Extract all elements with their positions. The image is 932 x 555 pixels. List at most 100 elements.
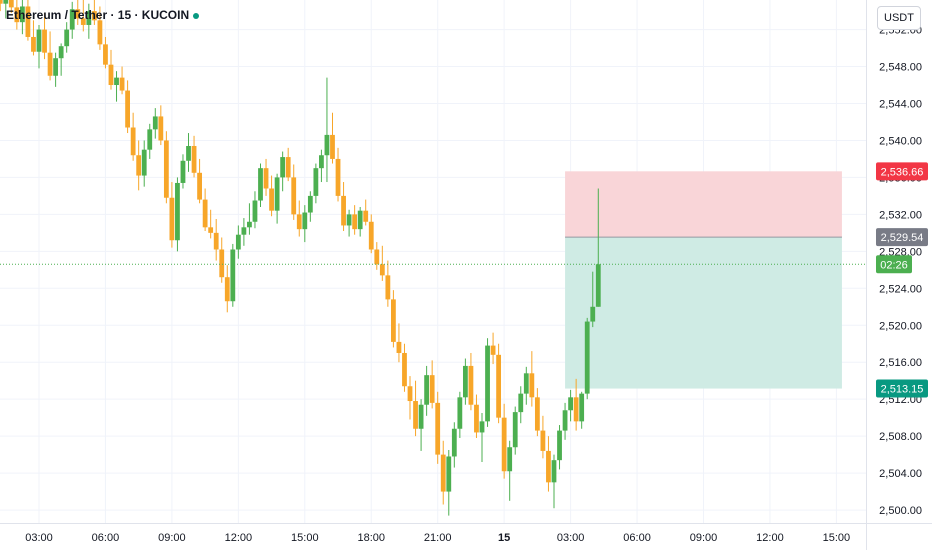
time-tick-label: 06:00 — [92, 532, 120, 544]
candle-body — [219, 249, 225, 278]
candle-body — [462, 365, 468, 398]
time-tick-label: 18:00 — [357, 532, 385, 544]
candle-body — [3, 0, 9, 4]
candle-body — [551, 460, 557, 483]
time-tick-label: 15:00 — [823, 532, 851, 544]
countdown-label-bg — [876, 255, 912, 274]
candle-body — [319, 155, 324, 169]
candle-body — [125, 90, 130, 128]
candle-body — [263, 168, 269, 189]
countdown-label-text: 02:26 — [880, 259, 908, 271]
candle-body — [379, 264, 385, 276]
candle-body — [296, 214, 302, 230]
candle-body — [474, 404, 479, 433]
candle-body — [119, 77, 125, 91]
candles — [0, 0, 601, 516]
price-tick-label: 2,508.00 — [879, 431, 922, 443]
candle-body — [36, 29, 42, 52]
candle-body — [213, 232, 219, 250]
candle-body — [291, 177, 297, 215]
candle-body — [80, 18, 86, 25]
candle-body — [518, 393, 524, 413]
candle-body — [69, 9, 75, 30]
candle-body — [169, 197, 175, 241]
target-price-label-bg — [876, 379, 928, 398]
currency-button[interactable]: USDT — [877, 6, 921, 30]
candle-body — [31, 36, 36, 52]
candle-body — [496, 354, 502, 418]
candle-body — [163, 140, 169, 198]
candle-body — [258, 168, 263, 201]
time-tick-label: 12:00 — [756, 532, 784, 544]
candle-body — [468, 365, 474, 405]
candle-body — [451, 428, 457, 457]
candle-body — [368, 221, 374, 250]
candle-body — [230, 249, 236, 302]
candle-body — [396, 341, 402, 353]
candle-body — [191, 145, 197, 173]
candle-body — [224, 277, 230, 302]
symbol-title[interactable]: Ethereum / Tether · 15 · KUCOIN — [6, 8, 200, 22]
candle-body — [19, 6, 25, 23]
candle-body — [269, 188, 274, 211]
candle-body — [175, 182, 180, 241]
candle-body — [457, 397, 463, 429]
candle-body — [280, 157, 286, 178]
candle-body — [490, 345, 496, 355]
candle-body — [274, 177, 280, 211]
candle-body — [25, 6, 31, 37]
candle-body — [130, 127, 136, 156]
time-tick-label: 06:00 — [623, 532, 651, 544]
symbol-title-text: Ethereum / Tether · 15 · KUCOIN — [6, 8, 190, 22]
price-tick-label: 2,548.00 — [879, 62, 922, 74]
price-tick-label: 2,516.00 — [879, 357, 922, 369]
price-tick-label: 2,540.00 — [879, 135, 922, 147]
market-status-dot — [193, 12, 200, 19]
candle-body — [241, 227, 247, 235]
time-axis[interactable]: 03:00 06:00 09:00 12:00 15:00 18:00 21:00 15 03:… — [0, 523, 932, 545]
candle-body — [0, 0, 3, 4]
candle-body — [197, 172, 202, 200]
candle-body — [58, 46, 64, 59]
candle-body — [440, 454, 446, 492]
candle-body — [435, 402, 441, 455]
candle-body — [8, 0, 14, 8]
candle-body — [14, 7, 20, 23]
candle-body — [540, 430, 546, 451]
candle-body — [47, 52, 53, 76]
candle-body — [252, 200, 258, 222]
candle-body — [402, 352, 407, 387]
candle-body — [568, 397, 573, 411]
candle-body — [302, 212, 308, 230]
candle-body — [202, 199, 208, 228]
price-tick-label: 2,500.00 — [879, 505, 922, 517]
candle-body — [42, 29, 47, 53]
candle-body — [485, 345, 490, 422]
candle-body — [479, 421, 485, 433]
entry-price-label: 2,529.54 — [876, 228, 928, 247]
price-tick-label: 2,532.00 — [879, 209, 922, 221]
candle-body — [507, 447, 513, 472]
stop-price-label-bg — [876, 162, 928, 181]
candle-body — [158, 116, 164, 141]
candle-body — [136, 155, 142, 176]
candle-body — [86, 11, 92, 25]
candle-body — [523, 373, 529, 394]
position-zones — [565, 171, 842, 389]
candle-body — [235, 234, 241, 250]
candle-body — [335, 158, 341, 196]
stop-price-label: 2,536.66 — [876, 162, 928, 181]
time-tick-label: 21:00 — [424, 532, 452, 544]
stop-loss-zone[interactable] — [565, 171, 842, 238]
candle-body — [91, 11, 97, 21]
candle-body — [407, 386, 413, 402]
take-profit-zone[interactable] — [565, 237, 842, 389]
candle-body — [180, 160, 186, 183]
candle-body — [346, 214, 352, 226]
price-tick-label: 2,520.00 — [879, 320, 922, 332]
candle-body — [424, 375, 430, 405]
candle-body — [313, 168, 319, 196]
candle-body — [418, 404, 424, 429]
